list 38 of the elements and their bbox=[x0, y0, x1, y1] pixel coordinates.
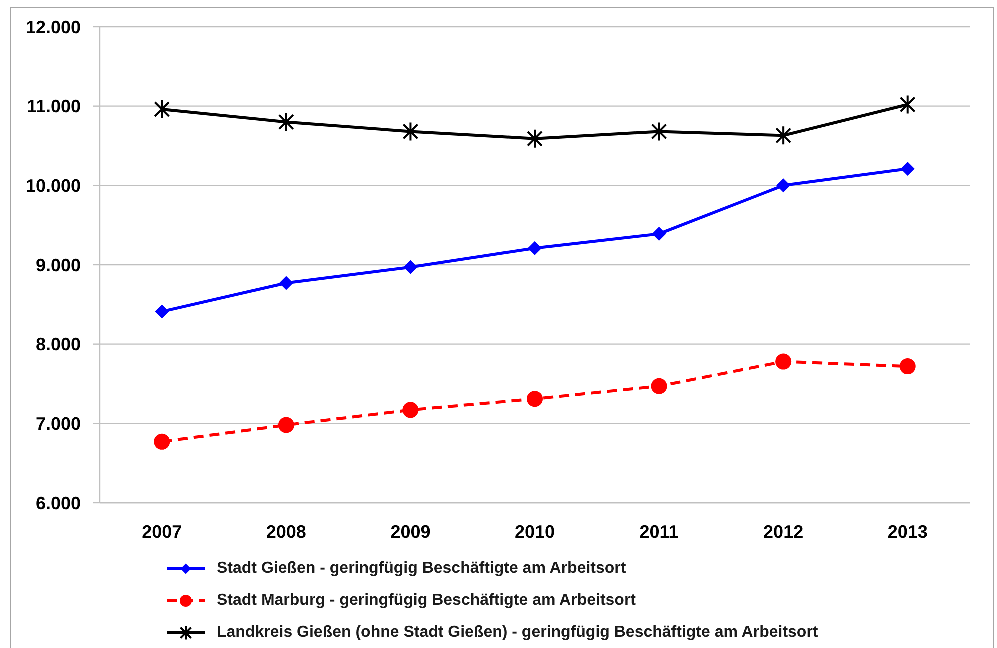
x-tick-label: 2010 bbox=[514, 522, 556, 542]
y-tick-label: 12.000 bbox=[26, 17, 81, 38]
x-tick-label: 2008 bbox=[266, 522, 306, 542]
point bbox=[278, 112, 294, 132]
y-tick-label: 10.000 bbox=[26, 176, 81, 196]
point bbox=[527, 128, 543, 149]
point bbox=[900, 162, 915, 176]
point bbox=[652, 227, 666, 242]
legend-label: Stadt Marburg - geringfügig Beschäftigte am Arbeitsort bbox=[217, 592, 636, 610]
point bbox=[900, 94, 916, 115]
point bbox=[651, 122, 668, 142]
x-tick-label: 2011 bbox=[640, 522, 679, 542]
point bbox=[402, 122, 419, 142]
legend-label: Landkreis Gießen (ohne Stadt Gießen) - geringfügig Beschäftigte am Arbeitsort bbox=[217, 624, 818, 642]
point bbox=[651, 378, 668, 394]
y-tick-label: 11.000 bbox=[26, 96, 81, 117]
y-tick-label: 8.000 bbox=[36, 334, 81, 355]
legend-label: Stadt Gießen - geringfügig Beschäftigte am Arbeitsort bbox=[217, 560, 626, 578]
point bbox=[776, 178, 791, 193]
x-tick-label: 2009 bbox=[390, 522, 431, 542]
y-tick-label: 7.000 bbox=[36, 414, 81, 434]
point bbox=[402, 402, 419, 418]
y-tick-label: 6.000 bbox=[36, 493, 81, 514]
point bbox=[154, 434, 170, 450]
x-tick-label: 2013 bbox=[888, 522, 928, 542]
point bbox=[900, 358, 916, 375]
point bbox=[278, 417, 294, 434]
point bbox=[776, 126, 792, 146]
point bbox=[404, 260, 418, 274]
x-tick-label: 2007 bbox=[142, 522, 182, 542]
point bbox=[155, 304, 170, 319]
point bbox=[776, 354, 792, 370]
point bbox=[528, 241, 542, 256]
point bbox=[527, 391, 543, 408]
point bbox=[279, 276, 294, 290]
y-tick-label: 9.000 bbox=[36, 255, 81, 276]
point bbox=[154, 100, 170, 120]
x-tick-label: 2012 bbox=[764, 522, 804, 542]
